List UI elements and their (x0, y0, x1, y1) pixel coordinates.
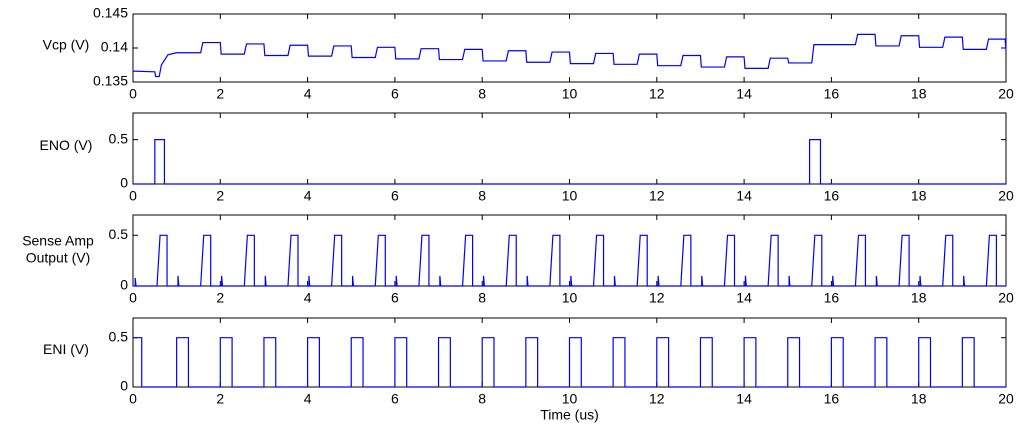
x-tick-label: 14 (736, 188, 752, 204)
x-tick-label: 6 (391, 188, 399, 204)
x-tick-label: 12 (649, 188, 665, 204)
y-tick-label: 0.5 (109, 226, 129, 242)
y-tick-label: 0.135 (93, 73, 128, 89)
x-tick-label: 12 (649, 290, 665, 306)
y-tick-label: 0.5 (109, 328, 129, 344)
y-tick-label: 0.14 (101, 39, 128, 55)
x-tick-label: 12 (649, 391, 665, 407)
x-tick-label: 14 (736, 86, 752, 102)
x-tick-label: 8 (478, 86, 486, 102)
x-tick-label: 18 (911, 290, 927, 306)
x-tick-label: 2 (216, 188, 224, 204)
plot-frame (132, 112, 1007, 185)
x-tick-label: 16 (824, 391, 840, 407)
x-tick-label: 2 (216, 290, 224, 306)
x-tick-label: 4 (304, 188, 312, 204)
x-tick-label: 4 (304, 86, 312, 102)
x-tick-label: 4 (304, 290, 312, 306)
x-tick-label: 10 (562, 188, 578, 204)
x-tick-label: 6 (391, 391, 399, 407)
y-tick-label: 0 (120, 378, 128, 394)
trace (133, 234, 1006, 287)
x-tick-label: 8 (478, 188, 486, 204)
trace (133, 337, 1006, 388)
x-tick-label: 10 (562, 86, 578, 102)
x-tick-label: 16 (824, 290, 840, 306)
y-axis-label: Sense Amp (22, 233, 94, 249)
x-tick-label: 8 (478, 290, 486, 306)
x-tick-label: 8 (478, 391, 486, 407)
trace (132, 33, 1007, 78)
y-tick-label: 0.145 (93, 5, 128, 21)
x-tick-label: 18 (911, 86, 927, 102)
x-tick-label: 14 (736, 391, 752, 407)
x-tick-label: 0 (129, 188, 137, 204)
y-axis-label: Output (V) (26, 250, 91, 266)
x-tick-label: 18 (911, 391, 927, 407)
y-tick-label: 0 (120, 277, 128, 293)
x-tick-label: 6 (391, 290, 399, 306)
x-axis-label: Time (us) (540, 407, 599, 423)
x-tick-label: 18 (911, 188, 927, 204)
x-tick-label: 10 (562, 290, 578, 306)
y-axis-label: ENO (V) (40, 137, 93, 153)
x-tick-label: 14 (736, 290, 752, 306)
x-tick-label: 2 (216, 86, 224, 102)
x-tick-label: 2 (216, 391, 224, 407)
x-tick-label: 20 (998, 391, 1014, 407)
x-tick-label: 0 (129, 86, 137, 102)
y-axis-label: Vcp (V) (43, 37, 90, 53)
x-tick-label: 16 (824, 188, 840, 204)
trace (133, 139, 1006, 185)
x-tick-label: 10 (562, 391, 578, 407)
x-tick-label: 6 (391, 86, 399, 102)
x-tick-label: 16 (824, 86, 840, 102)
y-tick-label: 0.5 (109, 130, 129, 146)
y-axis-label: ENI (V) (43, 341, 89, 357)
x-tick-label: 0 (129, 290, 137, 306)
x-tick-label: 20 (998, 86, 1014, 102)
x-tick-label: 4 (304, 391, 312, 407)
x-tick-label: 0 (129, 391, 137, 407)
y-tick-label: 0 (120, 175, 128, 191)
plot-frame (132, 214, 1007, 287)
x-tick-label: 20 (998, 290, 1014, 306)
x-tick-label: 12 (649, 86, 665, 102)
x-tick-label: 20 (998, 188, 1014, 204)
